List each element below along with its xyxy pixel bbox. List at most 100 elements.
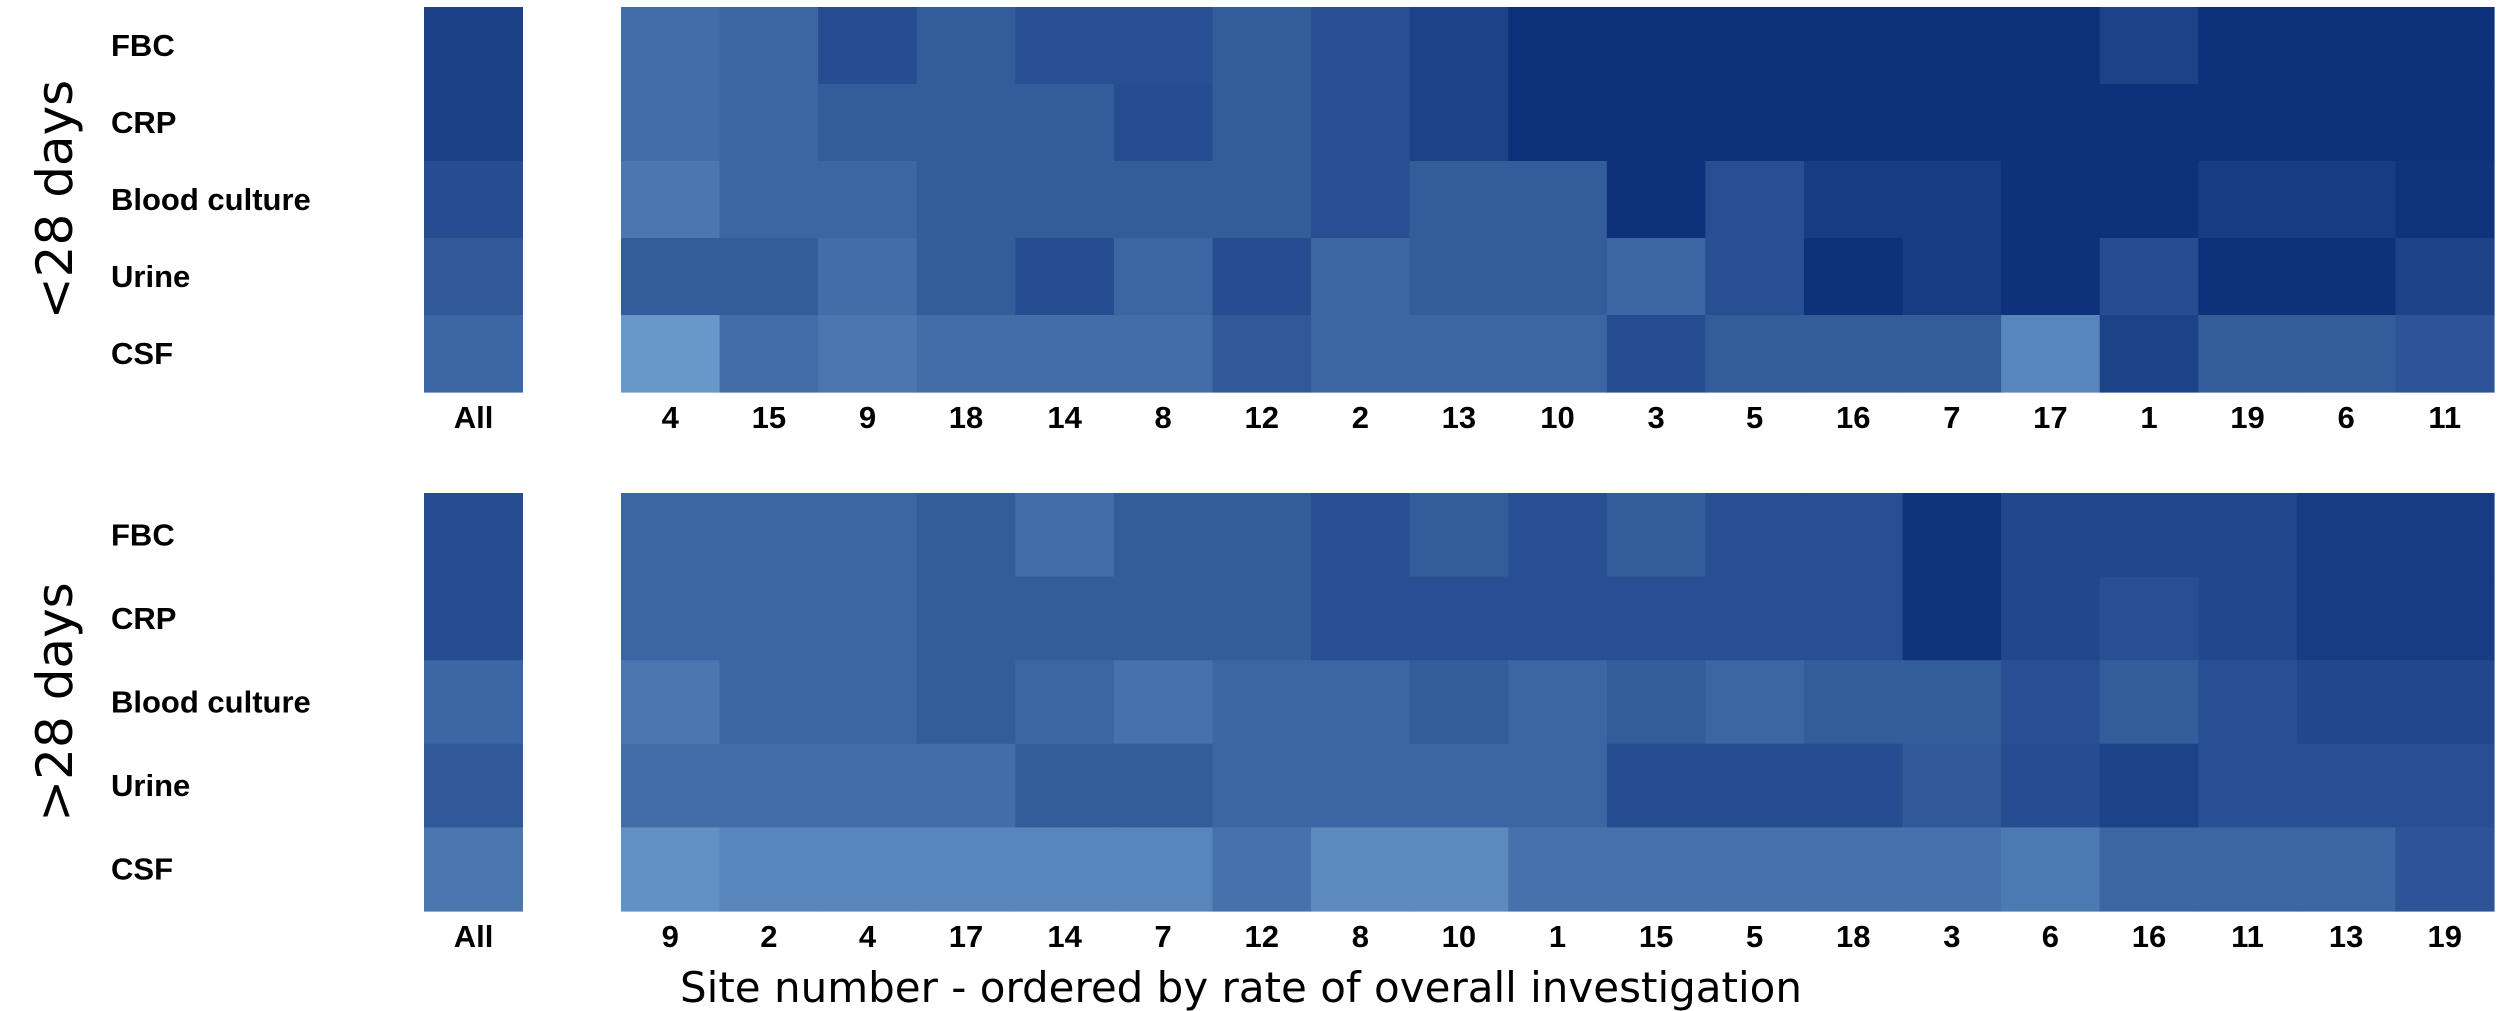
- cell-site-1-csf: [1508, 827, 1608, 912]
- cell-site-9-csf: [818, 315, 918, 393]
- cell-site-10-blood-culture: [1508, 161, 1608, 239]
- cell-site-1-blood-culture: [2099, 161, 2199, 239]
- cell-site-7-fbc: [1902, 7, 2002, 85]
- cell-all-csf: [424, 315, 523, 393]
- column-label-all: All: [454, 919, 494, 954]
- cell-site-6-urine: [2001, 743, 2101, 828]
- column-label-site-18: 18: [1836, 919, 1870, 954]
- cell-site-19-fbc: [2395, 493, 2495, 578]
- cell-site-1-urine: [1508, 743, 1608, 828]
- cell-site-17-csf: [916, 827, 1016, 912]
- column-label-site-16: 16: [1836, 400, 1870, 435]
- cell-site-9-csf: [621, 827, 721, 912]
- cell-site-1-fbc: [2099, 7, 2199, 85]
- cell-site-6-crp: [2001, 576, 2101, 661]
- cell-site-15-urine: [1606, 743, 1706, 828]
- column-label-site-15: 15: [752, 400, 786, 435]
- cell-site-13-blood-culture: [1409, 161, 1509, 239]
- cell-site-7-crp: [1113, 576, 1214, 661]
- cell-site-8-blood-culture: [1113, 161, 1214, 239]
- cell-site-16-blood-culture: [2099, 660, 2199, 745]
- cell-site-9-crp: [621, 576, 721, 661]
- cell-site-1-fbc: [1508, 493, 1608, 578]
- row-label-crp: CRP: [111, 105, 176, 140]
- cell-site-18-crp: [1803, 576, 1904, 661]
- cell-site-15-urine: [719, 238, 819, 316]
- cell-site-4-csf: [621, 315, 721, 393]
- cell-site-4-urine: [818, 743, 918, 828]
- cell-site-10-urine: [1409, 743, 1509, 828]
- cell-site-17-urine: [916, 743, 1016, 828]
- cell-site-15-csf: [719, 315, 819, 393]
- cell-site-6-fbc: [2296, 7, 2397, 85]
- cell-site-12-crp: [1212, 576, 1312, 661]
- column-label-site-2: 2: [1352, 400, 1369, 435]
- cell-site-8-blood-culture: [1311, 660, 1411, 745]
- cell-site-2-blood-culture: [1311, 161, 1411, 239]
- cell-all-crp: [424, 576, 523, 661]
- cell-all-urine: [424, 743, 523, 828]
- cell-site-11-csf: [2395, 315, 2495, 393]
- cell-site-17-urine: [2001, 238, 2101, 316]
- panel-over-28-days: FBC CRP Blood culture Urine CSF All 9 2 4 17 14 7 12…: [26, 493, 2495, 954]
- column-label-site-10: 10: [1442, 919, 1476, 954]
- column-label-site-19: 19: [2427, 919, 2461, 954]
- cell-site-18-blood-culture: [1803, 660, 1904, 745]
- row-label-crp: CRP: [111, 601, 176, 636]
- cell-site-19-urine: [2198, 238, 2298, 316]
- cell-site-13-urine: [2296, 743, 2397, 828]
- cell-site-8-csf: [1311, 827, 1411, 912]
- cell-site-7-csf: [1902, 315, 2002, 393]
- cell-site-17-csf: [2001, 315, 2101, 393]
- cell-site-8-fbc: [1113, 7, 1214, 85]
- cell-site-7-crp: [1902, 84, 2002, 162]
- row-label-fbc: FBC: [111, 28, 175, 63]
- cell-site-19-csf: [2198, 315, 2298, 393]
- cell-site-7-urine: [1113, 743, 1214, 828]
- column-label-site-11: 11: [2428, 400, 2461, 435]
- cell-site-18-fbc: [1803, 493, 1904, 578]
- cell-site-12-crp: [1212, 84, 1312, 162]
- cell-site-2-fbc: [719, 493, 819, 578]
- panel-label: >28 days: [26, 582, 84, 821]
- column-label-site-7: 7: [1155, 919, 1172, 954]
- cell-site-15-fbc: [1606, 493, 1706, 578]
- cell-site-3-csf: [1606, 315, 1706, 393]
- cell-site-16-urine: [2099, 743, 2199, 828]
- cell-site-17-crp: [916, 576, 1016, 661]
- cell-site-2-csf: [719, 827, 819, 912]
- column-label-site-12: 12: [1245, 400, 1279, 435]
- cell-site-15-csf: [1606, 827, 1706, 912]
- cell-site-19-urine: [2395, 743, 2495, 828]
- column-label-site-17: 17: [949, 919, 983, 954]
- cell-site-17-fbc: [916, 493, 1016, 578]
- column-label-site-11: 11: [2231, 919, 2264, 954]
- cell-site-9-fbc: [818, 7, 918, 85]
- cell-site-17-blood-culture: [2001, 161, 2101, 239]
- cell-site-13-crp: [1409, 84, 1509, 162]
- cell-site-7-blood-culture: [1902, 161, 2002, 239]
- cell-site-16-crp: [1803, 84, 1904, 162]
- cell-site-11-crp: [2395, 84, 2495, 162]
- column-label-site-9: 9: [662, 919, 679, 954]
- cell-site-19-csf: [2395, 827, 2495, 912]
- cell-site-14-crp: [1015, 84, 1115, 162]
- cell-site-11-csf: [2198, 827, 2298, 912]
- cell-all-urine: [424, 238, 523, 316]
- cell-site-18-urine: [916, 238, 1016, 316]
- cell-site-16-blood-culture: [1803, 161, 1904, 239]
- cell-site-5-urine: [1705, 743, 1805, 828]
- cell-site-2-crp: [719, 576, 819, 661]
- cell-site-13-urine: [1409, 238, 1509, 316]
- cell-all-blood-culture: [424, 161, 523, 239]
- cell-site-12-blood-culture: [1212, 161, 1312, 239]
- cell-site-16-crp: [2099, 576, 2199, 661]
- cell-site-2-blood-culture: [719, 660, 819, 745]
- column-label-site-2: 2: [760, 919, 777, 954]
- cell-site-2-urine: [719, 743, 819, 828]
- row-label-urine: Urine: [111, 259, 190, 294]
- cell-site-9-blood-culture: [818, 161, 918, 239]
- cell-all-crp: [424, 84, 523, 162]
- cell-site-11-blood-culture: [2395, 161, 2495, 239]
- cell-site-3-urine: [1606, 238, 1706, 316]
